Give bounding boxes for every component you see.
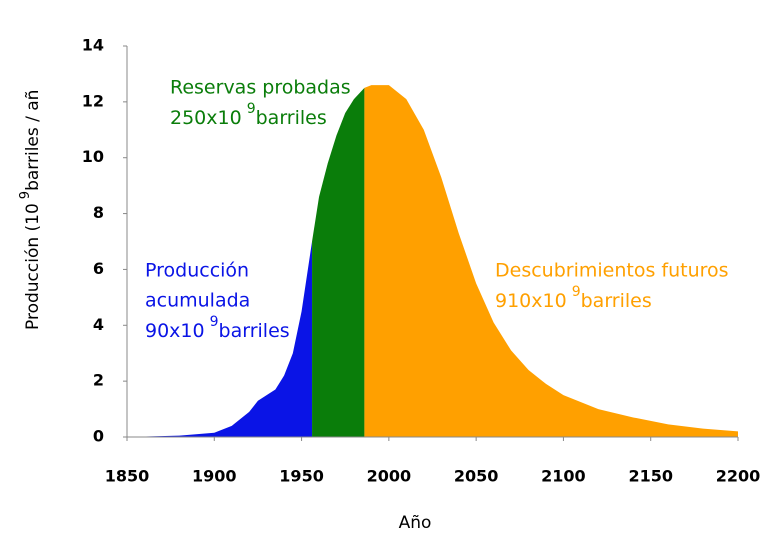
y-tick-label: 8 (93, 203, 104, 222)
y-tick-label: 4 (93, 315, 104, 334)
y-tick-label: 10 (82, 147, 104, 166)
annotation-exponent: 9 (247, 101, 256, 117)
annotation-part: barriles (256, 107, 327, 129)
area (364, 85, 738, 437)
x-tick-label: 2050 (454, 467, 499, 486)
x-tick-label: 1850 (105, 467, 150, 486)
y-axis-label-part: Producción (10 (23, 203, 43, 330)
annotation-exponent: 9 (572, 284, 581, 300)
annotation-exponent: 9 (210, 314, 219, 330)
x-tick-label: 2200 (716, 467, 761, 486)
y-tick-label: 0 (93, 427, 104, 446)
annotation-part: 910x10 (495, 290, 567, 312)
area (127, 241, 313, 437)
annotation-line: acumulada (145, 290, 250, 312)
annotation-line: Producción (145, 260, 249, 282)
x-tick-label: 1950 (279, 467, 324, 486)
annotation-line: Descubrimientos futuros (495, 260, 729, 282)
annotation-part: 90x10 (145, 320, 205, 342)
x-tick-label: 1900 (192, 467, 237, 486)
x-axis-label: Año (399, 513, 432, 533)
annotation-part: 250x10 (170, 107, 242, 129)
annotation-line: 250x10 9barriles (170, 101, 327, 129)
annotation-part: barriles (581, 290, 652, 312)
y-axis-label: Producción (10 9barriles / añ (18, 90, 44, 330)
y-axis-label-part: barriles / añ (23, 90, 43, 191)
area (312, 87, 365, 438)
y-tick-label: 6 (93, 259, 104, 278)
annotation-line: Reservas probadas (170, 77, 351, 99)
x-tick-label: 2000 (367, 467, 412, 486)
annotation-part: barriles (219, 320, 290, 342)
x-tick-label: 2100 (541, 467, 586, 486)
y-axis-label-exponent: 9 (18, 191, 33, 199)
annotation-line: 90x10 9barriles (145, 314, 290, 342)
y-tick-label: 2 (93, 371, 104, 390)
y-tick-label: 14 (82, 36, 104, 55)
annotation-line: 910x10 9barriles (495, 284, 652, 312)
x-tick-label: 2150 (628, 467, 673, 486)
y-tick-label: 12 (82, 91, 104, 110)
